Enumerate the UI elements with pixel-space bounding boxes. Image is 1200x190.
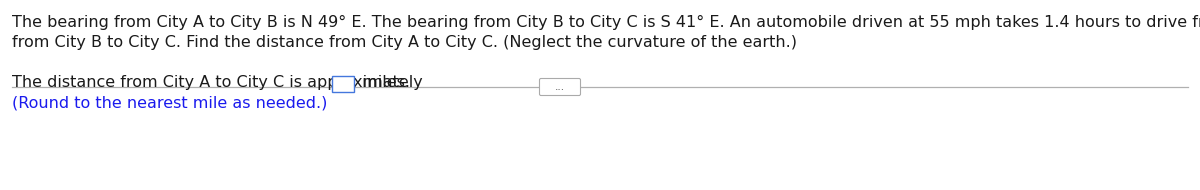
Text: The distance from City A to City C is approximately: The distance from City A to City C is ap… xyxy=(12,75,428,90)
Text: The bearing from City A to City B is N 49° E. The bearing from City B to City C : The bearing from City A to City B is N 4… xyxy=(12,15,1200,30)
FancyBboxPatch shape xyxy=(540,78,581,96)
FancyBboxPatch shape xyxy=(331,76,354,92)
Text: miles.: miles. xyxy=(356,75,410,90)
Text: ...: ... xyxy=(554,82,565,92)
Text: (Round to the nearest mile as needed.): (Round to the nearest mile as needed.) xyxy=(12,95,328,110)
Text: from City B to City C. Find the distance from City A to City C. (Neglect the cur: from City B to City C. Find the distance… xyxy=(12,35,797,50)
